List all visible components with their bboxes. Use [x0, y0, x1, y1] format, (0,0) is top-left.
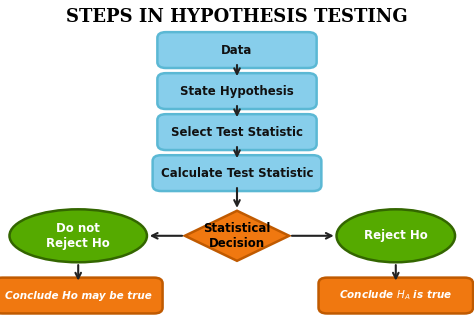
FancyBboxPatch shape: [157, 73, 317, 109]
Text: Calculate Test Statistic: Calculate Test Statistic: [161, 167, 313, 180]
Ellipse shape: [337, 209, 455, 262]
FancyBboxPatch shape: [0, 278, 163, 313]
FancyBboxPatch shape: [157, 32, 317, 68]
FancyBboxPatch shape: [319, 278, 473, 313]
Ellipse shape: [9, 209, 147, 262]
Text: Conclude $H_A$ is true: Conclude $H_A$ is true: [339, 289, 453, 302]
Text: State Hypothesis: State Hypothesis: [180, 85, 294, 98]
FancyBboxPatch shape: [157, 114, 317, 150]
Text: Do not
Reject Ho: Do not Reject Ho: [46, 222, 110, 250]
Text: Data: Data: [221, 44, 253, 57]
Text: STEPS IN HYPOTHESIS TESTING: STEPS IN HYPOTHESIS TESTING: [66, 8, 408, 26]
Text: Reject Ho: Reject Ho: [364, 229, 428, 242]
FancyBboxPatch shape: [153, 155, 321, 191]
Text: Conclude Ho may be true: Conclude Ho may be true: [5, 291, 152, 300]
Text: Statistical
Decision: Statistical Decision: [203, 222, 271, 250]
Text: Select Test Statistic: Select Test Statistic: [171, 126, 303, 139]
Polygon shape: [185, 211, 289, 261]
